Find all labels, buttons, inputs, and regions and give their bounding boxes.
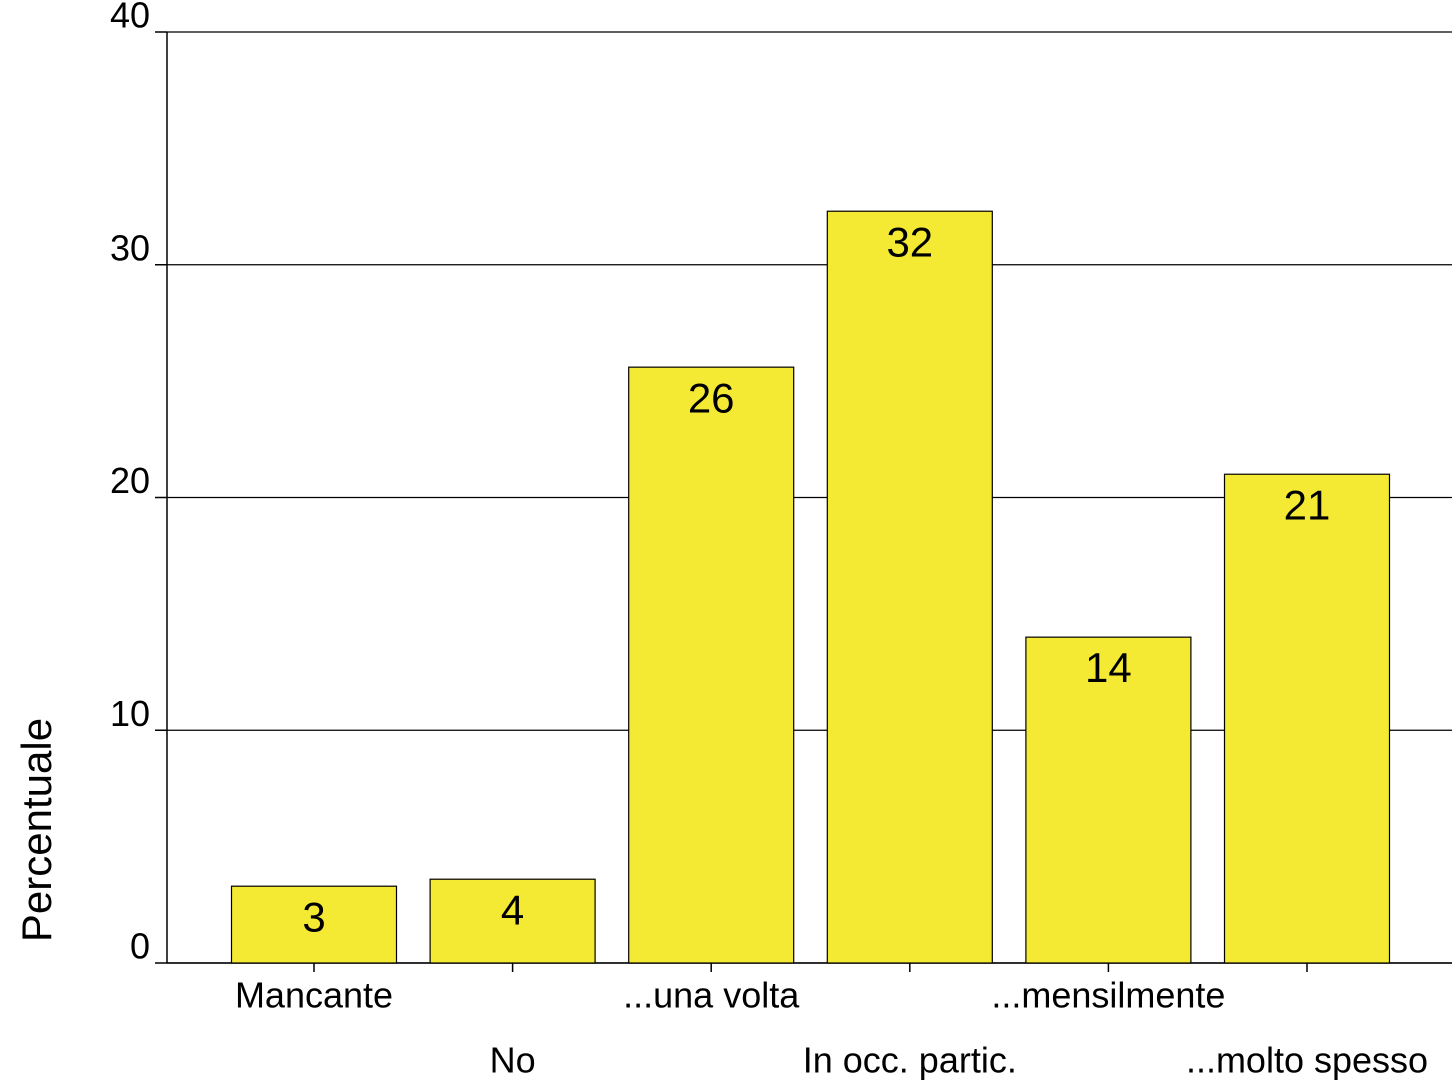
x-tick-label: No (490, 1040, 536, 1081)
y-tick-label: 0 (130, 926, 150, 967)
x-tick-label: ...molto spesso (1186, 1040, 1428, 1081)
bar (230, 885, 398, 964)
value-label: 4 (501, 886, 524, 933)
bar (826, 210, 993, 964)
y-tick-label: 40 (110, 0, 150, 36)
y-tick-label: 10 (110, 693, 150, 734)
bar (1223, 473, 1391, 964)
x-tick-label: ...mensilmente (991, 975, 1225, 1016)
y-axis-label: Percentuale (13, 718, 60, 942)
value-label: 26 (688, 374, 735, 421)
y-tick-label: 30 (110, 227, 150, 268)
bar (628, 366, 795, 964)
value-label: 14 (1085, 644, 1132, 691)
value-label: 3 (302, 893, 325, 940)
value-label: 32 (886, 218, 933, 265)
bar (1025, 636, 1192, 964)
y-tick-label: 20 (110, 460, 150, 501)
x-tick-label: Mancante (235, 975, 393, 1016)
bar (429, 878, 596, 964)
x-tick-label: ...una volta (623, 975, 800, 1016)
value-label: 21 (1284, 481, 1331, 528)
x-tick-label: In occ. partic. (803, 1040, 1017, 1081)
